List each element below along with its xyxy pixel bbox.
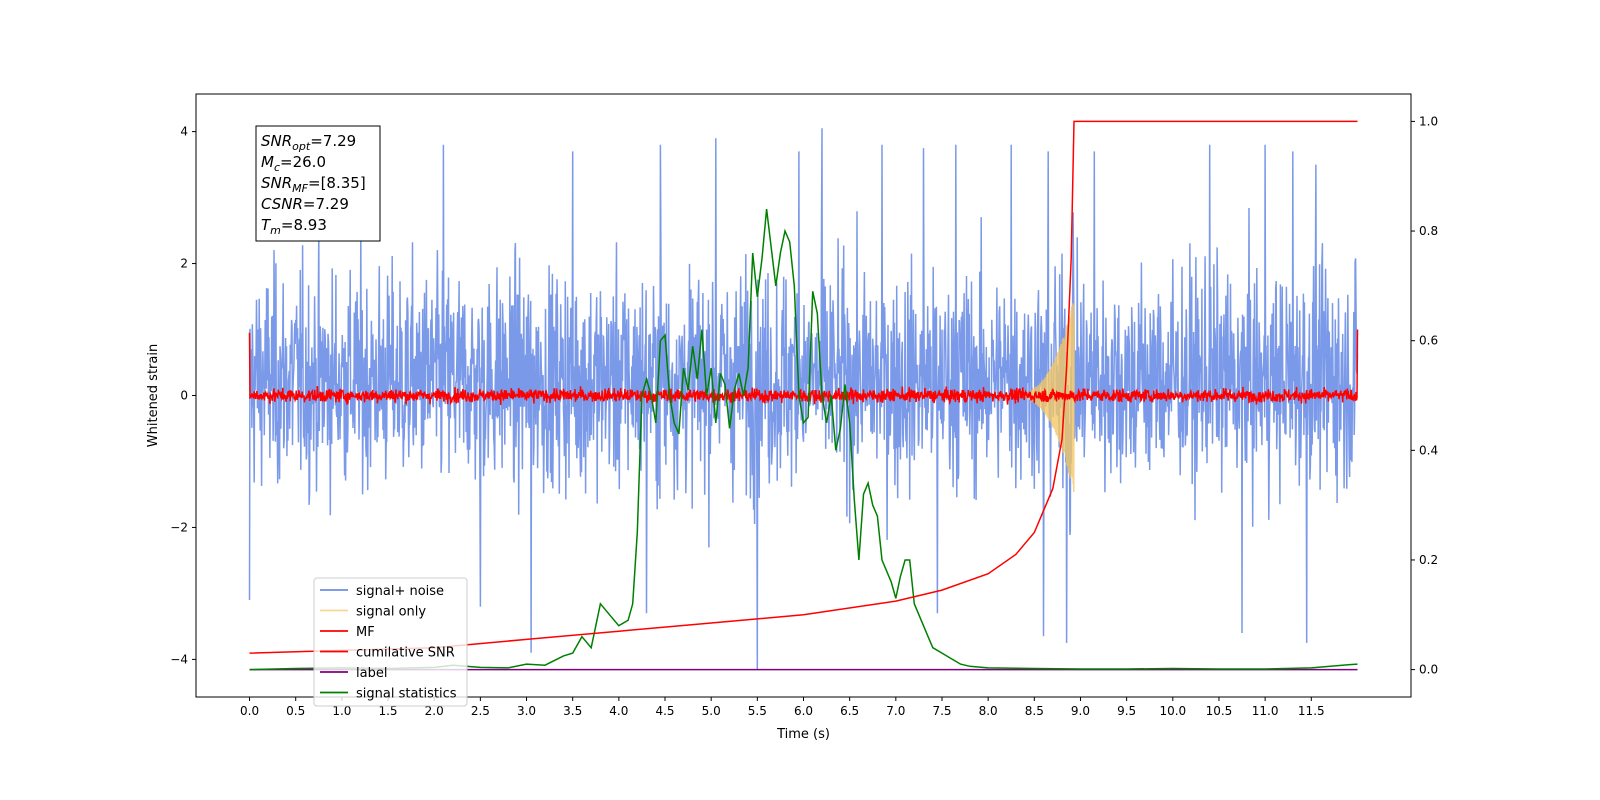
legend-box <box>313 577 468 707</box>
series-5-line <box>249 209 1358 671</box>
annotation-line: CSNR=7.29 <box>261 195 349 213</box>
annotation-subscript: m <box>270 224 281 237</box>
x-tick-label: 8.5 <box>1025 704 1044 718</box>
annotation-line: SNRopt=7.29 <box>261 132 356 153</box>
annotation-symbol: T <box>261 216 272 234</box>
x-tick-label: 6.0 <box>794 704 813 718</box>
annotation-symbol: SNR <box>261 132 292 150</box>
series-3-line <box>249 120 1358 654</box>
x-tick-label: 5.0 <box>702 704 721 718</box>
y2-tick-label: 0.2 <box>1419 553 1438 567</box>
x-tick-label: 6.5 <box>840 704 859 718</box>
legend-label: MF <box>356 625 375 640</box>
x-tick-label: 1.0 <box>332 704 351 718</box>
annotation-subscript: MF <box>292 182 308 195</box>
legend-label: label <box>356 666 387 681</box>
y2-tick-label: 0.4 <box>1419 443 1438 457</box>
y-tick-label: 4 <box>180 125 188 139</box>
x-tick-label: 2.0 <box>425 704 444 718</box>
x-tick-label: 4.5 <box>655 704 674 718</box>
x-tick-label: 2.5 <box>471 704 490 718</box>
x-tick-label: 7.5 <box>932 704 951 718</box>
annotation-value: =8.93 <box>281 216 327 234</box>
y2-tick-label: 0.6 <box>1419 334 1438 348</box>
y2-tick-label: 1.0 <box>1419 114 1438 128</box>
annotation-value: =[8.35] <box>308 174 366 192</box>
x-tick-label: 9.5 <box>1117 704 1136 718</box>
y-tick-label: 0 <box>180 389 188 403</box>
annotation-box <box>255 125 381 242</box>
legend-label: signal only <box>356 605 426 620</box>
series-0-line <box>248 128 1359 670</box>
legend-label: cumilative SNR <box>356 646 455 661</box>
x-tick-label: 7.0 <box>886 704 905 718</box>
y2-tick-label: 0.8 <box>1419 224 1438 238</box>
y-tick-label: 2 <box>180 257 188 271</box>
x-tick-label: 11.0 <box>1252 704 1279 718</box>
y-axis-label: Whitened strain <box>146 344 161 447</box>
annotation-line: Tm=8.93 <box>261 216 327 237</box>
x-tick-label: 3.0 <box>517 704 536 718</box>
x-axis-label: Time (s) <box>776 727 830 742</box>
x-tick-label: 3.5 <box>563 704 582 718</box>
annotation-line: Mc=26.0 <box>261 153 326 174</box>
annotation-subscript: c <box>274 161 280 174</box>
x-tick-label: 11.5 <box>1298 704 1325 718</box>
x-tick-label: 10.5 <box>1206 704 1233 718</box>
annotation-value: =7.29 <box>310 132 356 150</box>
legend-label: signal statistics <box>356 687 457 702</box>
y-tick-label: −2 <box>170 520 188 534</box>
annotation-symbol: SNR <box>261 174 292 192</box>
x-tick-label: 8.0 <box>979 704 998 718</box>
series-2-line <box>248 329 1359 406</box>
x-tick-label: 0.0 <box>240 704 259 718</box>
x-tick-label: 10.0 <box>1159 704 1186 718</box>
y2-tick-label: 0.0 <box>1419 663 1438 677</box>
x-tick-label: 4.0 <box>609 704 628 718</box>
x-tick-label: 1.5 <box>378 704 397 718</box>
x-tick-label: 0.5 <box>286 704 305 718</box>
annotation-line: SNRMF=[8.35] <box>261 174 366 195</box>
y-tick-label: −4 <box>170 652 188 666</box>
annotation-symbol: M <box>261 153 274 171</box>
annotation-symbol: CSNR <box>261 195 303 213</box>
legend-label: signal+ noise <box>356 584 444 599</box>
annotation-value: =7.29 <box>303 195 349 213</box>
x-tick-label: 5.5 <box>748 704 767 718</box>
x-tick-label: 9.0 <box>1071 704 1090 718</box>
annotation-value: =26.0 <box>280 153 326 171</box>
annotation-subscript: opt <box>292 140 311 153</box>
